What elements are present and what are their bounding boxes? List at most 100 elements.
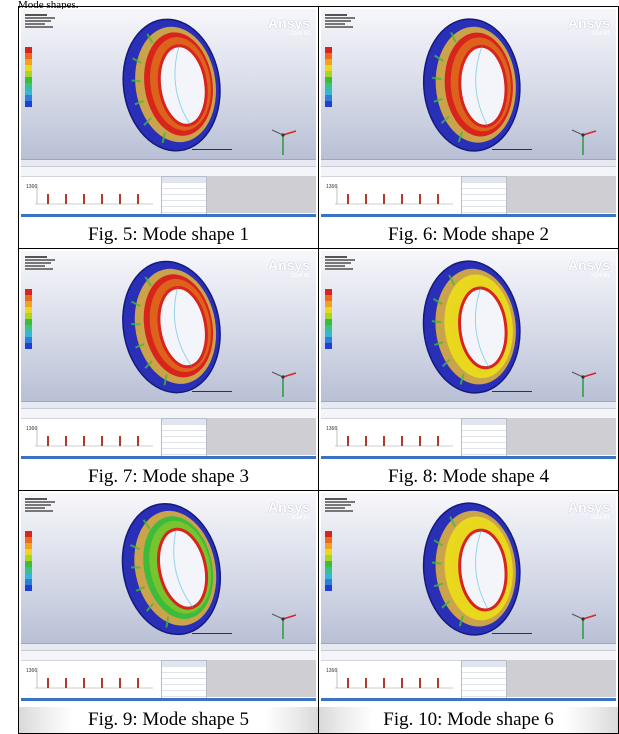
frequency-graph: 1366 <box>326 668 453 689</box>
svg-text:1366: 1366 <box>326 184 337 190</box>
contour-legend <box>325 289 351 349</box>
legend-swatch <box>325 573 332 579</box>
figure-cell: Ansys 2024 R1 <box>318 490 619 734</box>
graph-panel: 1366 <box>321 159 616 217</box>
figure-caption: Fig. 5: Mode shape 1 <box>88 224 249 245</box>
legend-swatch <box>25 313 32 319</box>
ansys-logo: Ansys 2024 R1 <box>267 499 310 521</box>
axis-triad-icon <box>571 371 597 397</box>
contour-legend <box>25 47 51 107</box>
ansys-logo: Ansys 2024 R1 <box>567 15 610 37</box>
figure-grid: Ansys 2024 R1 <box>18 6 619 734</box>
axis-triad-icon <box>571 129 597 155</box>
legend-swatch <box>325 59 332 65</box>
legend-swatch <box>325 319 332 325</box>
legend-swatch <box>25 573 32 579</box>
legend-swatch <box>325 343 332 349</box>
frequency-graph: 1366 <box>326 184 453 205</box>
figure-cell: Ansys 2024 R1 <box>18 248 319 491</box>
result-info-text <box>25 255 55 271</box>
figure-cell: Ansys 2024 R1 <box>318 6 619 249</box>
legend-swatch <box>325 325 332 331</box>
deformed-ring-model <box>422 18 521 152</box>
legend-swatch <box>25 337 32 343</box>
legend-swatch <box>25 47 32 53</box>
legend-swatch <box>25 83 32 89</box>
svg-text:1366: 1366 <box>326 668 337 674</box>
legend-swatch <box>325 307 332 313</box>
scale-bar <box>192 625 233 634</box>
svg-text:1366: 1366 <box>26 426 37 432</box>
legend-swatch <box>325 543 332 549</box>
legend-swatch <box>25 579 32 585</box>
deformed-ring-model <box>121 18 221 152</box>
figure-caption: Fig. 9: Mode shape 5 <box>19 707 318 733</box>
mode-shape-screenshot: Ansys 2024 R1 <box>21 9 316 217</box>
legend-swatch <box>25 561 32 567</box>
figure-cell: Ansys 2024 R1 <box>18 490 319 734</box>
scale-bar <box>492 625 533 634</box>
legend-swatch <box>25 53 32 59</box>
legend-swatch <box>325 579 332 585</box>
ansys-logo: Ansys 2024 R1 <box>567 257 610 279</box>
figure-caption: Fig. 6: Mode shape 2 <box>388 224 549 245</box>
mode-shape-screenshot: Ansys 2024 R1 <box>21 251 316 459</box>
axis-triad-icon <box>271 371 297 397</box>
legend-swatch <box>25 585 32 591</box>
legend-swatch <box>325 555 332 561</box>
contour-legend <box>325 47 351 107</box>
legend-swatch <box>325 289 332 295</box>
figure-caption: Fig. 7: Mode shape 3 <box>88 466 249 487</box>
frequency-graph: 1366 <box>26 668 153 689</box>
legend-swatch <box>25 89 32 95</box>
scale-bar <box>192 383 233 392</box>
graph-panel: 1366 <box>21 643 316 701</box>
legend-swatch <box>25 549 32 555</box>
legend-swatch <box>325 65 332 71</box>
figure-cell: Ansys 2024 R1 <box>318 248 619 491</box>
legend-swatch <box>325 331 332 337</box>
legend-swatch <box>325 83 332 89</box>
legend-swatch <box>325 313 332 319</box>
axis-triad-icon <box>571 613 597 639</box>
result-info-text <box>325 255 355 271</box>
legend-swatch <box>325 71 332 77</box>
svg-text:1366: 1366 <box>26 668 37 674</box>
legend-swatch <box>25 59 32 65</box>
page-top-text: Mode shapes. <box>18 0 79 11</box>
legend-swatch <box>25 555 32 561</box>
legend-swatch <box>325 89 332 95</box>
frequency-table <box>161 176 207 217</box>
scale-bar <box>192 141 233 150</box>
legend-swatch <box>25 331 32 337</box>
figure-cell: Ansys 2024 R1 <box>18 6 319 249</box>
legend-swatch <box>25 77 32 83</box>
figure-caption: Fig. 10: Mode shape 6 <box>319 707 618 733</box>
mode-shape-screenshot: Ansys 2024 R1 <box>321 251 616 459</box>
frequency-table <box>461 418 507 459</box>
graph-panel: 1366 <box>21 401 316 459</box>
frequency-table <box>461 176 507 217</box>
legend-swatch <box>325 77 332 83</box>
svg-text:1366: 1366 <box>326 426 337 432</box>
contour-legend <box>25 289 51 349</box>
legend-swatch <box>325 295 332 301</box>
legend-swatch <box>25 531 32 537</box>
frequency-table <box>161 660 207 701</box>
legend-swatch <box>25 289 32 295</box>
legend-swatch <box>325 549 332 555</box>
figure-caption: Fig. 8: Mode shape 4 <box>388 466 549 487</box>
ansys-logo: Ansys 2024 R1 <box>567 499 610 521</box>
ansys-logo: Ansys 2024 R1 <box>267 15 310 37</box>
result-info-text <box>325 497 355 513</box>
legend-swatch <box>325 301 332 307</box>
legend-swatch <box>325 561 332 567</box>
deformed-ring-model <box>422 260 521 394</box>
mode-shape-screenshot: Ansys 2024 R1 <box>21 493 316 701</box>
result-info-text <box>325 13 355 29</box>
legend-swatch <box>25 307 32 313</box>
svg-text:1366: 1366 <box>26 184 37 190</box>
deformed-ring-model <box>121 260 221 394</box>
legend-swatch <box>25 71 32 77</box>
axis-triad-icon <box>271 129 297 155</box>
